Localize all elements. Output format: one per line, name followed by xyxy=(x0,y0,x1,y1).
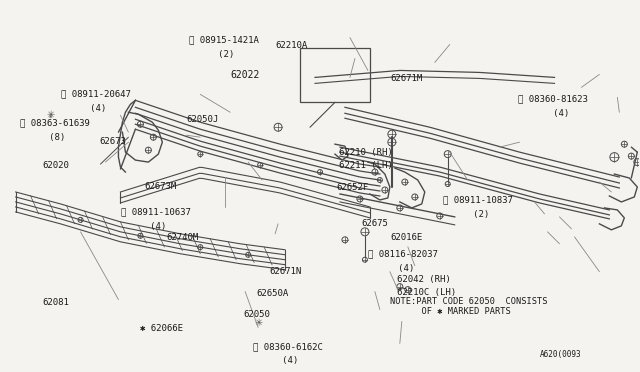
Text: 62675: 62675 xyxy=(362,219,388,228)
Text: 62671N: 62671N xyxy=(269,267,301,276)
Text: 62022: 62022 xyxy=(230,70,260,80)
Text: 62673M: 62673M xyxy=(145,182,177,191)
Text: 62210C (LH): 62210C (LH) xyxy=(397,288,456,297)
Text: ✳: ✳ xyxy=(47,110,54,120)
Text: Ⓟ 08915-1421A: Ⓟ 08915-1421A xyxy=(189,35,259,44)
Text: Ⓝ 08911-20647: Ⓝ 08911-20647 xyxy=(61,89,131,98)
Text: 62671M: 62671M xyxy=(390,74,422,83)
Text: 62016E: 62016E xyxy=(390,232,422,242)
Text: Ⓢ 08363-61639: Ⓢ 08363-61639 xyxy=(20,119,90,128)
Text: (4): (4) xyxy=(266,356,298,365)
Text: 62020: 62020 xyxy=(42,161,69,170)
Text: 62211 (LH): 62211 (LH) xyxy=(339,161,393,170)
Text: ✱ 62066E: ✱ 62066E xyxy=(140,324,183,333)
Text: 62050: 62050 xyxy=(243,311,270,320)
Text: 62210A: 62210A xyxy=(275,41,308,50)
Text: (4): (4) xyxy=(74,104,106,113)
Text: 62740M: 62740M xyxy=(167,233,199,243)
Text: Ⓢ 08360-81623: Ⓢ 08360-81623 xyxy=(518,94,588,103)
Text: NOTE:PART CODE 62050  CONSISTS
      OF ✱ MARKED PARTS: NOTE:PART CODE 62050 CONSISTS OF ✱ MARKE… xyxy=(390,297,547,316)
Text: 62652F: 62652F xyxy=(336,183,368,192)
Text: ✳: ✳ xyxy=(254,318,262,328)
Text: 62042 (RH): 62042 (RH) xyxy=(397,275,451,284)
Text: 62081: 62081 xyxy=(42,298,69,307)
Text: (4): (4) xyxy=(382,264,414,273)
Text: 62210 (RH): 62210 (RH) xyxy=(339,148,393,157)
Text: Ⓢ 08360-6162C: Ⓢ 08360-6162C xyxy=(253,343,323,352)
Text: (2): (2) xyxy=(202,50,234,59)
Text: *: * xyxy=(49,114,52,120)
Text: Ⓝ 08911-10637: Ⓝ 08911-10637 xyxy=(121,208,191,217)
Text: Ⓑ 08116-82037: Ⓑ 08116-82037 xyxy=(368,249,438,258)
Text: Ⓝ 08911-10837: Ⓝ 08911-10837 xyxy=(443,196,513,205)
Text: (2): (2) xyxy=(458,211,490,219)
Text: 62650A: 62650A xyxy=(256,289,289,298)
Text: (4): (4) xyxy=(134,222,166,231)
Text: (8): (8) xyxy=(33,133,65,142)
Text: A620(0093: A620(0093 xyxy=(540,350,581,359)
Text: (4): (4) xyxy=(537,109,570,118)
Text: 62673: 62673 xyxy=(100,137,127,146)
Text: 62050J: 62050J xyxy=(186,115,218,124)
